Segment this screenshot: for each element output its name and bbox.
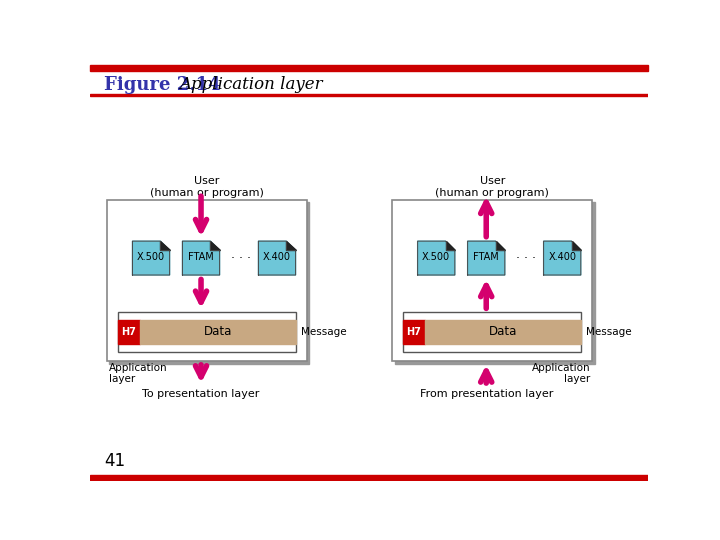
Polygon shape xyxy=(418,241,455,275)
Bar xyxy=(118,312,296,352)
Text: X.500: X.500 xyxy=(137,252,165,261)
Text: Application layer: Application layer xyxy=(179,76,323,93)
Text: X.500: X.500 xyxy=(422,252,450,261)
Polygon shape xyxy=(287,241,296,251)
Text: H7: H7 xyxy=(121,327,136,337)
Text: User
(human or program): User (human or program) xyxy=(436,177,549,198)
Bar xyxy=(107,200,307,361)
Polygon shape xyxy=(182,241,220,275)
Bar xyxy=(109,202,310,363)
Bar xyxy=(403,312,581,352)
Polygon shape xyxy=(210,241,220,251)
Polygon shape xyxy=(544,241,581,275)
Bar xyxy=(395,202,595,363)
Text: X.400: X.400 xyxy=(263,252,291,261)
Text: 41: 41 xyxy=(104,452,125,470)
Bar xyxy=(90,475,648,481)
Polygon shape xyxy=(132,241,170,275)
Polygon shape xyxy=(258,241,296,275)
Text: · · ·: · · · xyxy=(231,252,251,265)
Bar xyxy=(425,320,581,345)
Text: X.400: X.400 xyxy=(548,252,576,261)
Text: Application
layer: Application layer xyxy=(532,363,590,384)
Polygon shape xyxy=(161,241,170,251)
Polygon shape xyxy=(572,241,581,251)
Text: Data: Data xyxy=(489,326,517,339)
Text: Message: Message xyxy=(586,327,631,337)
Bar xyxy=(90,65,648,71)
Bar xyxy=(392,200,593,361)
Text: User
(human or program): User (human or program) xyxy=(150,177,264,198)
Text: · · ·: · · · xyxy=(516,252,536,265)
Text: FTAM: FTAM xyxy=(188,252,214,261)
Bar xyxy=(118,320,140,345)
Text: Data: Data xyxy=(204,326,232,339)
Bar xyxy=(90,94,648,96)
Bar xyxy=(403,320,425,345)
Text: Message: Message xyxy=(301,327,346,337)
Text: FTAM: FTAM xyxy=(473,252,499,261)
Text: H7: H7 xyxy=(407,327,421,337)
Bar xyxy=(140,320,296,345)
Text: Figure 2.14: Figure 2.14 xyxy=(104,76,220,94)
Polygon shape xyxy=(446,241,455,251)
Text: Application
layer: Application layer xyxy=(109,363,167,384)
Text: From presentation layer: From presentation layer xyxy=(420,389,553,399)
Polygon shape xyxy=(467,241,505,275)
Polygon shape xyxy=(495,241,505,251)
Text: To presentation layer: To presentation layer xyxy=(143,389,260,399)
